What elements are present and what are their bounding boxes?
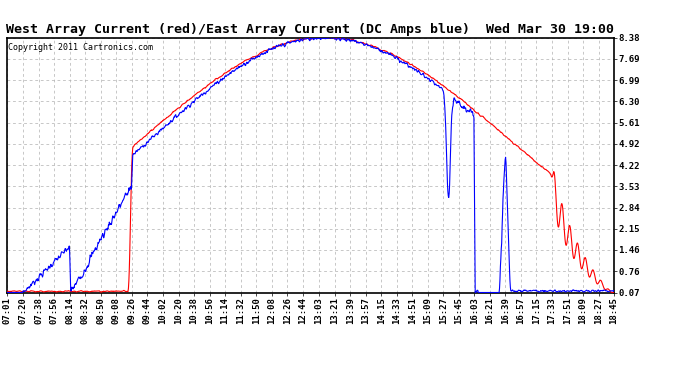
Title: West Array Current (red)/East Array Current (DC Amps blue)  Wed Mar 30 19:00: West Array Current (red)/East Array Curr… [6, 23, 615, 36]
Text: Copyright 2011 Cartronics.com: Copyright 2011 Cartronics.com [8, 43, 153, 52]
